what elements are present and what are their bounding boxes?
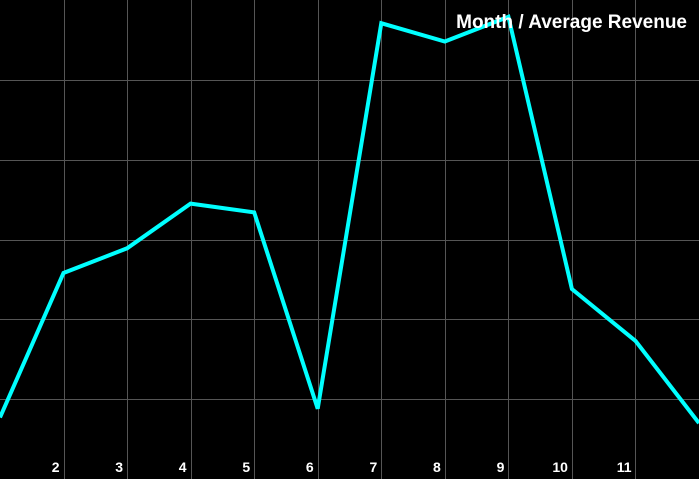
x-tick-label: 7 [370,459,378,475]
series-line [0,14,699,425]
x-tick-label: 10 [552,459,568,475]
series-layer [0,14,699,425]
x-tick-label: 11 [617,459,632,475]
x-tick-label: 9 [497,459,505,475]
x-axis-ticks: 2 3 4 5 6 7 8 9 10 11 [52,459,632,475]
x-tick-label: 3 [115,459,123,475]
x-tick-label: 6 [306,459,314,475]
x-tick-label: 5 [242,459,250,475]
x-tick-label: 8 [433,459,441,475]
chart-title: Month / Average Revenue [456,12,687,33]
x-tick-label: 2 [52,459,60,475]
x-tick-label: 4 [179,459,187,475]
